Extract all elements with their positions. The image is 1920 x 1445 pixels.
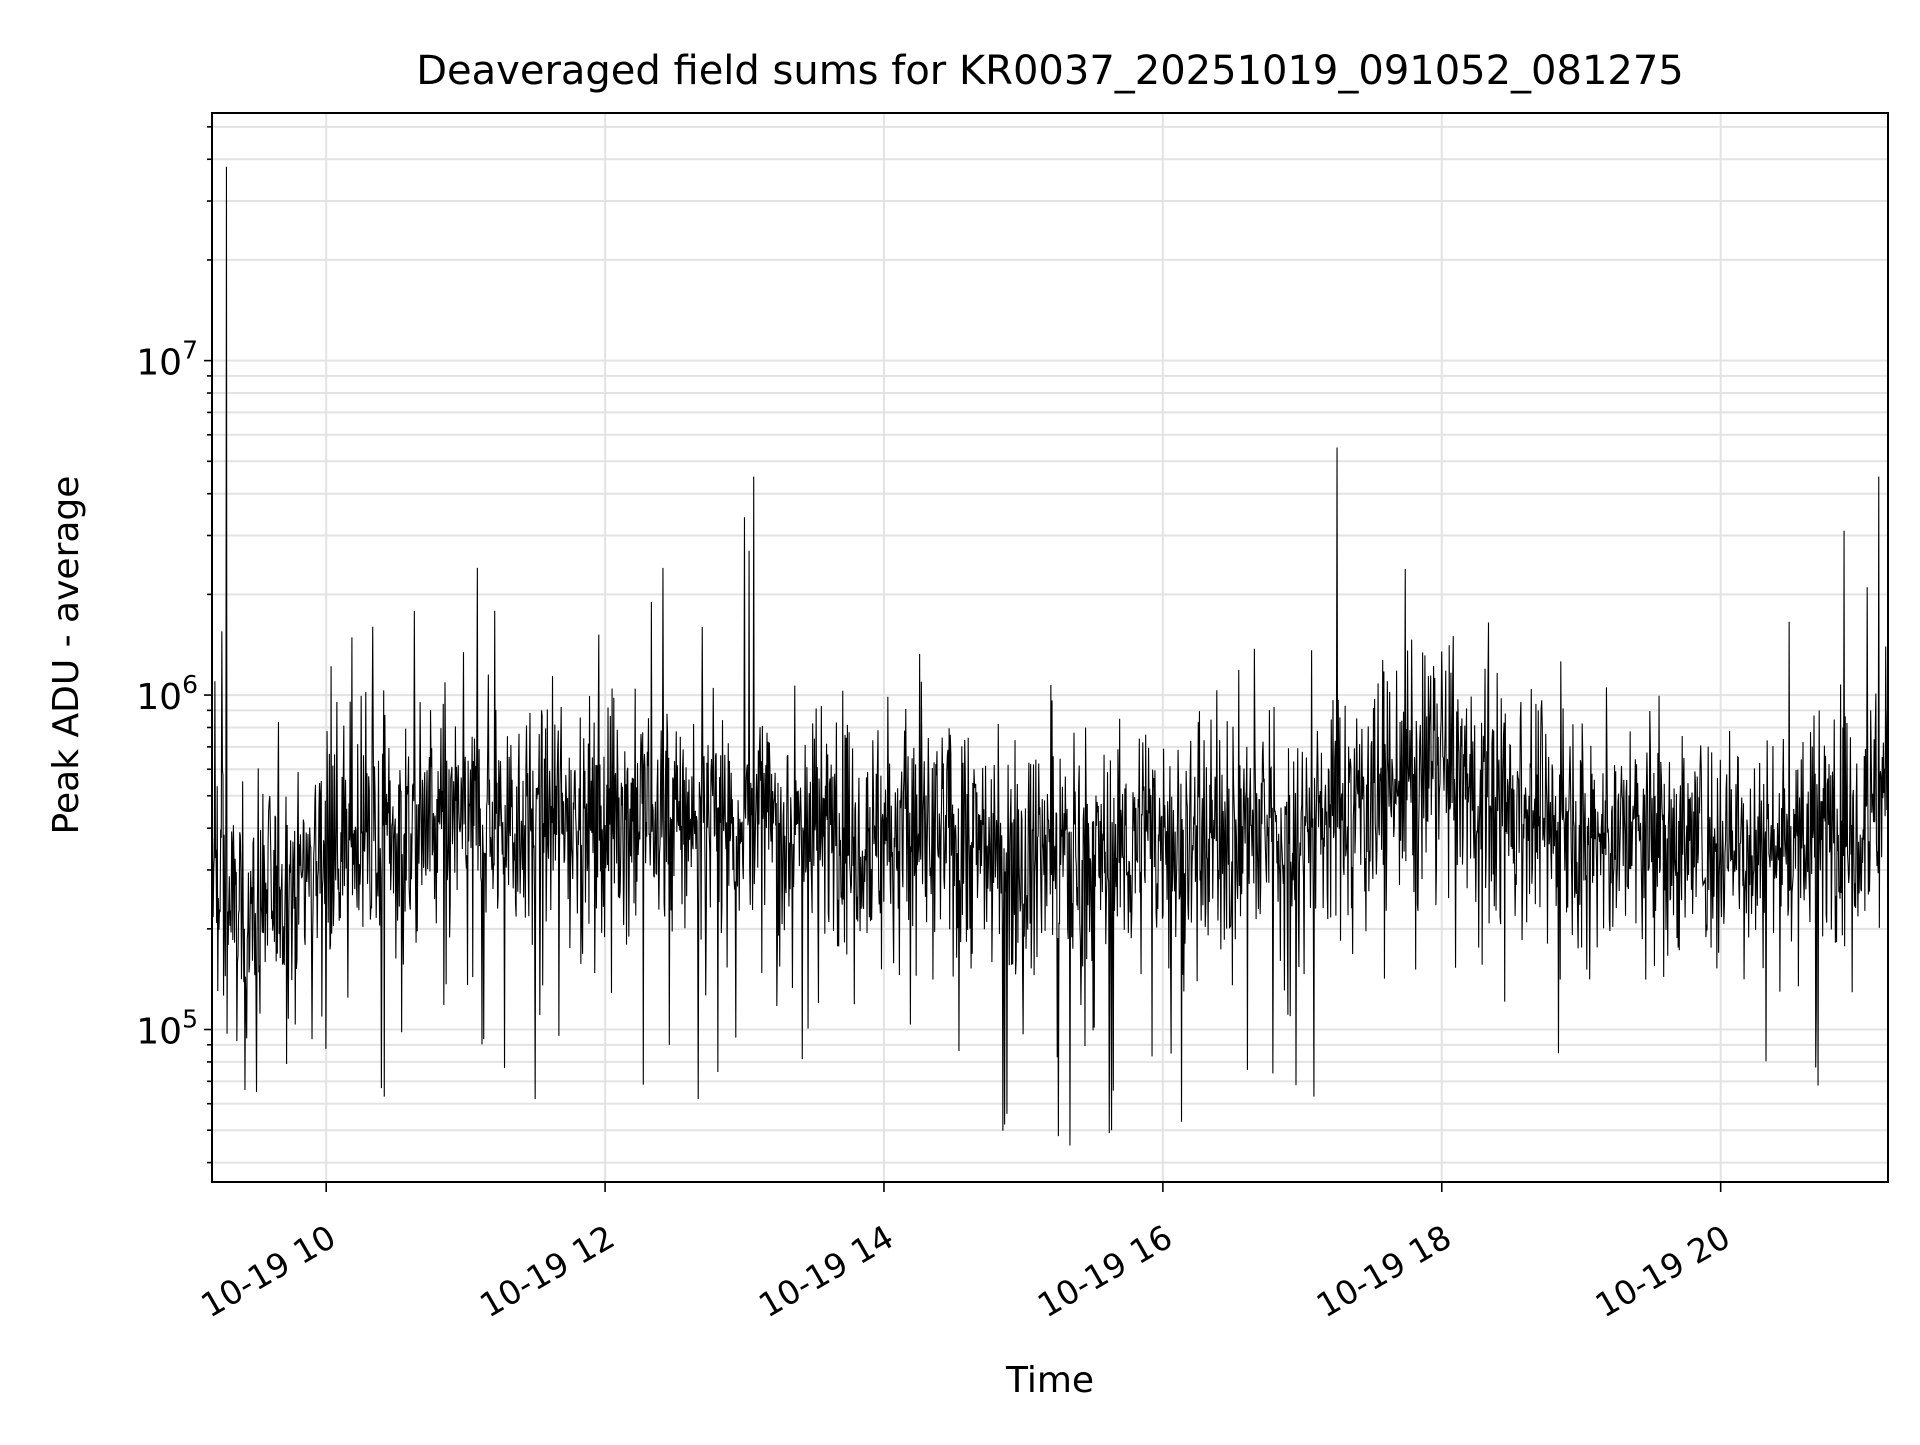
- plot-frame: [211, 112, 1889, 1183]
- x-axis-label: Time: [1005, 1360, 1094, 1401]
- x-tick-label: 10-19 16: [1031, 1217, 1179, 1325]
- x-tick-label: 10-19 10: [194, 1217, 342, 1325]
- x-tick-label: 10-19 14: [752, 1217, 900, 1325]
- y-tick-label: 105: [136, 1005, 198, 1053]
- x-tick-label: 10-19 12: [473, 1217, 621, 1325]
- series-layer: [211, 166, 1889, 1146]
- chart-title: Deaveraged field sums for KR0037_2025101…: [416, 48, 1684, 94]
- y-tick-label: 106: [136, 670, 198, 718]
- series-line: [211, 166, 1889, 1146]
- x-tick-label: 10-19 18: [1310, 1217, 1458, 1325]
- grid-layer: [212, 113, 1888, 1182]
- y-tick-label: 107: [136, 336, 198, 384]
- y-axis-label: Peak ADU - average: [46, 476, 87, 835]
- x-tick-label: 10-19 20: [1589, 1217, 1737, 1325]
